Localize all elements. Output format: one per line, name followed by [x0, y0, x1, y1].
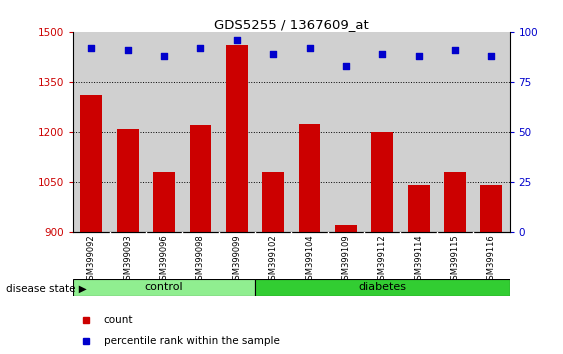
Bar — [81, 95, 102, 232]
Bar — [328, 32, 364, 232]
Text: GSM399112: GSM399112 — [378, 234, 387, 285]
Point — [341, 63, 350, 69]
Point — [414, 53, 423, 59]
Bar — [226, 45, 248, 232]
Text: diabetes: diabetes — [358, 282, 406, 292]
Bar — [437, 32, 473, 232]
Point — [305, 45, 314, 51]
Point — [123, 47, 132, 53]
Bar — [182, 32, 218, 232]
Text: GSM399092: GSM399092 — [87, 234, 96, 285]
Text: GSM399116: GSM399116 — [487, 234, 496, 285]
Bar — [255, 32, 292, 232]
Bar — [372, 132, 393, 232]
Point — [87, 45, 96, 51]
Bar — [364, 32, 400, 232]
Title: GDS5255 / 1367609_at: GDS5255 / 1367609_at — [214, 18, 369, 31]
Bar — [73, 32, 110, 232]
Point — [378, 51, 387, 57]
Text: GSM399093: GSM399093 — [123, 234, 132, 285]
Bar — [190, 125, 211, 232]
Text: GSM399096: GSM399096 — [159, 234, 168, 285]
Text: disease state ▶: disease state ▶ — [6, 284, 86, 293]
Bar — [255, 279, 510, 296]
Point — [233, 37, 242, 43]
Point — [196, 45, 205, 51]
Text: GSM399102: GSM399102 — [269, 234, 278, 285]
Point — [487, 53, 496, 59]
Text: percentile rank within the sample: percentile rank within the sample — [104, 336, 280, 346]
Bar — [400, 32, 437, 232]
Text: control: control — [145, 282, 184, 292]
Bar — [73, 279, 255, 296]
Point — [159, 53, 168, 59]
Bar — [444, 172, 466, 232]
Bar — [146, 32, 182, 232]
Bar — [298, 124, 320, 232]
Point — [450, 47, 459, 53]
Text: GSM399099: GSM399099 — [233, 234, 242, 285]
Bar — [408, 185, 430, 232]
Bar — [473, 32, 510, 232]
Bar — [292, 32, 328, 232]
Point — [269, 51, 278, 57]
Text: GSM399104: GSM399104 — [305, 234, 314, 285]
Bar — [480, 185, 502, 232]
Text: GSM399098: GSM399098 — [196, 234, 205, 285]
Bar — [110, 32, 146, 232]
Text: GSM399115: GSM399115 — [450, 234, 459, 285]
Bar — [218, 32, 255, 232]
Bar — [262, 172, 284, 232]
Text: GSM399109: GSM399109 — [341, 234, 350, 285]
Text: count: count — [104, 315, 133, 325]
Bar — [153, 172, 175, 232]
Bar — [117, 129, 138, 232]
Text: GSM399114: GSM399114 — [414, 234, 423, 285]
Bar — [335, 225, 357, 232]
